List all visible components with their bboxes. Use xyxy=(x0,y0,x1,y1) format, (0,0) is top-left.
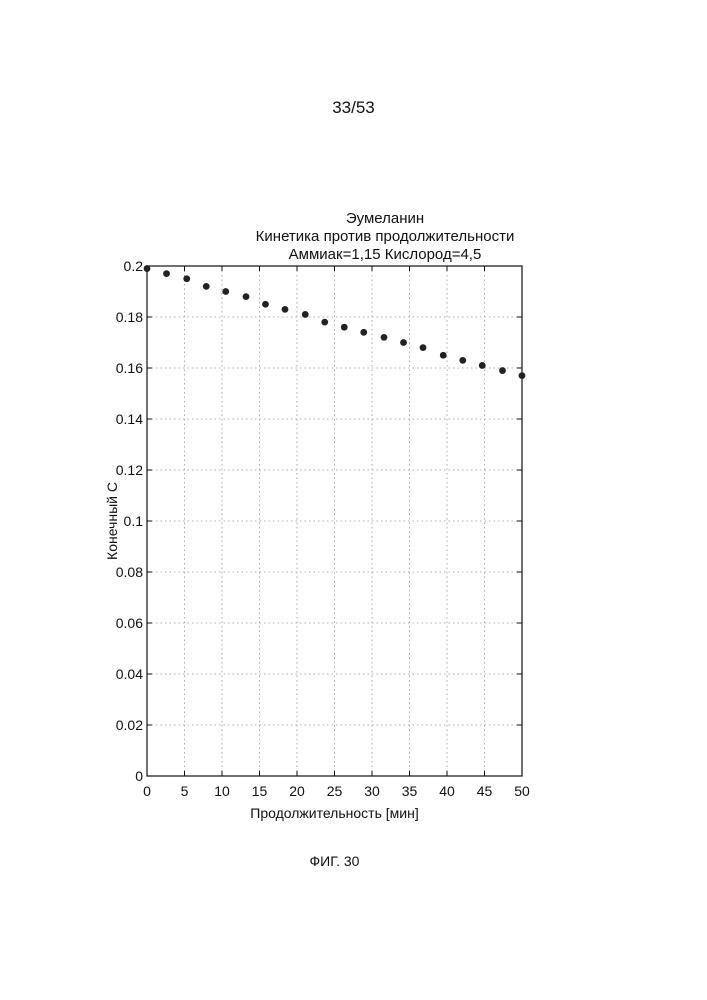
data-point xyxy=(202,283,210,290)
data-points xyxy=(143,265,526,380)
x-tick-label: 45 xyxy=(477,783,493,799)
x-tick-label: 0 xyxy=(143,783,151,799)
chart-title-line-1: Эумеланин xyxy=(345,210,425,227)
y-tick-label: 0 xyxy=(135,768,143,784)
data-point xyxy=(262,300,269,308)
chart-title-line-3: Аммиак=1,15 Кислород=4,5 xyxy=(288,246,482,263)
x-tick-label: 35 xyxy=(402,783,418,799)
data-point xyxy=(360,328,368,336)
y-tick-label: 0.14 xyxy=(116,411,143,427)
y-tick-label: 0.12 xyxy=(116,462,143,478)
data-point xyxy=(242,293,250,300)
data-point xyxy=(222,288,230,295)
x-tick-label: 10 xyxy=(214,783,230,799)
page-number: 33/53 xyxy=(332,98,375,117)
y-tick-label: 0.06 xyxy=(116,615,143,631)
data-point xyxy=(281,305,289,313)
x-tick-label: 15 xyxy=(252,783,268,799)
data-point xyxy=(419,344,427,351)
grid-layer xyxy=(147,266,522,776)
y-tick-label: 0.2 xyxy=(124,258,144,274)
y-tick-label: 0.04 xyxy=(116,666,143,682)
y-tick-label: 0.02 xyxy=(116,717,143,733)
data-point xyxy=(459,356,467,364)
x-tick-label: 40 xyxy=(439,783,455,799)
data-point xyxy=(163,270,170,278)
data-point xyxy=(340,323,348,331)
data-point xyxy=(321,318,329,326)
y-tick-label: 0.16 xyxy=(116,360,143,376)
x-tick-label: 5 xyxy=(181,783,189,799)
y-tick-label: 0.08 xyxy=(116,564,143,580)
tick-layer: 0 5 10 15 20 25 30 35 40 45 50 0 0.02 0.04 0.06 0.08 0.1… xyxy=(116,258,530,799)
y-tick-label: 0.18 xyxy=(116,309,143,325)
y-tick-label: 0.1 xyxy=(124,513,144,529)
data-point xyxy=(439,351,447,359)
chart-title-line-2: Кинетика против продолжительности xyxy=(255,228,515,245)
data-point xyxy=(143,265,151,272)
y-axis-label: Конечный С xyxy=(104,482,120,560)
x-tick-label: 30 xyxy=(364,783,380,799)
data-point xyxy=(518,372,526,380)
data-point xyxy=(499,367,506,374)
data-point xyxy=(301,311,309,318)
figure-caption: ФИГ. 30 xyxy=(309,853,360,869)
x-tick-label: 20 xyxy=(289,783,305,799)
data-point xyxy=(380,334,388,341)
x-tick-label: 50 xyxy=(514,783,530,799)
data-point xyxy=(400,339,407,346)
data-point xyxy=(183,275,191,283)
x-axis-label: Продолжительность [мин] xyxy=(250,805,418,821)
data-point xyxy=(478,362,486,369)
x-tick-label: 25 xyxy=(327,783,343,799)
chart-title: Эумеланин Кинетика против продолжительно… xyxy=(200,210,570,264)
